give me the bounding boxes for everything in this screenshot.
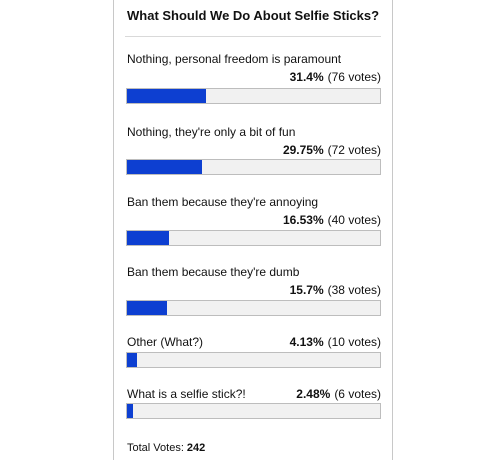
option-votes: (76 votes) (327, 70, 381, 84)
result-bar-track (126, 352, 381, 368)
option-votes: (6 votes) (334, 387, 381, 401)
result-bar-track (126, 230, 381, 246)
result-bar-fill (127, 301, 167, 315)
poll-option-3: Ban them because they're annoying 16.53%… (126, 195, 383, 253)
title-divider (125, 36, 381, 37)
result-bar-track (126, 300, 381, 316)
option-stats: 2.48% (6 votes) (296, 387, 381, 401)
poll-option-6: What is a selfie stick?! 2.48% (6 votes) (126, 387, 383, 423)
poll-option-1: Nothing, personal freedom is paramount 3… (126, 52, 383, 110)
result-bar-fill (127, 89, 207, 103)
result-bar-track (126, 88, 381, 104)
option-percent: 4.13% (289, 335, 324, 349)
poll-option-4: Ban them because they're dumb 15.7% (38 v… (126, 265, 383, 323)
result-bar-fill (127, 404, 134, 418)
option-label: Nothing, personal freedom is paramount (127, 52, 342, 66)
option-label: Other (What?) (127, 335, 204, 349)
poll-option-2: Nothing, they're only a bit of fun 29.75… (126, 125, 383, 183)
option-percent: 16.53% (282, 213, 324, 227)
poll-title: What Should We Do About Selfie Sticks? (127, 8, 380, 23)
total-votes-value: 242 (186, 442, 206, 454)
poll-option-5: Other (What?) 4.13% (10 votes) (126, 335, 383, 371)
poll-widget: What Should We Do About Selfie Sticks? N… (113, 0, 393, 460)
option-label: Ban them because they're dumb (127, 265, 300, 279)
option-stats: 16.53% (40 votes) (283, 213, 381, 227)
result-bar-track (126, 403, 381, 419)
option-label: Ban them because they're annoying (127, 195, 319, 209)
result-bar-fill (127, 160, 203, 174)
option-percent: 29.75% (282, 143, 324, 157)
result-bar-fill (127, 353, 138, 367)
option-percent: 31.4% (289, 70, 324, 84)
option-votes: (38 votes) (327, 283, 381, 297)
total-votes-label: Total Votes: (127, 442, 184, 454)
option-percent: 2.48% (296, 387, 331, 401)
option-votes: (72 votes) (327, 143, 381, 157)
option-votes: (10 votes) (327, 335, 381, 349)
result-bar-track (126, 159, 381, 175)
option-votes: (40 votes) (327, 213, 381, 227)
total-votes: Total Votes: 242 (127, 442, 205, 454)
result-bar-fill (127, 231, 169, 245)
option-label: What is a selfie stick?! (127, 387, 246, 401)
option-label: Nothing, they're only a bit of fun (127, 125, 296, 139)
option-percent: 15.7% (289, 283, 324, 297)
option-stats: 4.13% (10 votes) (290, 335, 381, 349)
option-stats: 31.4% (76 votes) (290, 70, 381, 84)
option-stats: 15.7% (38 votes) (290, 283, 381, 297)
option-stats: 29.75% (72 votes) (283, 143, 381, 157)
